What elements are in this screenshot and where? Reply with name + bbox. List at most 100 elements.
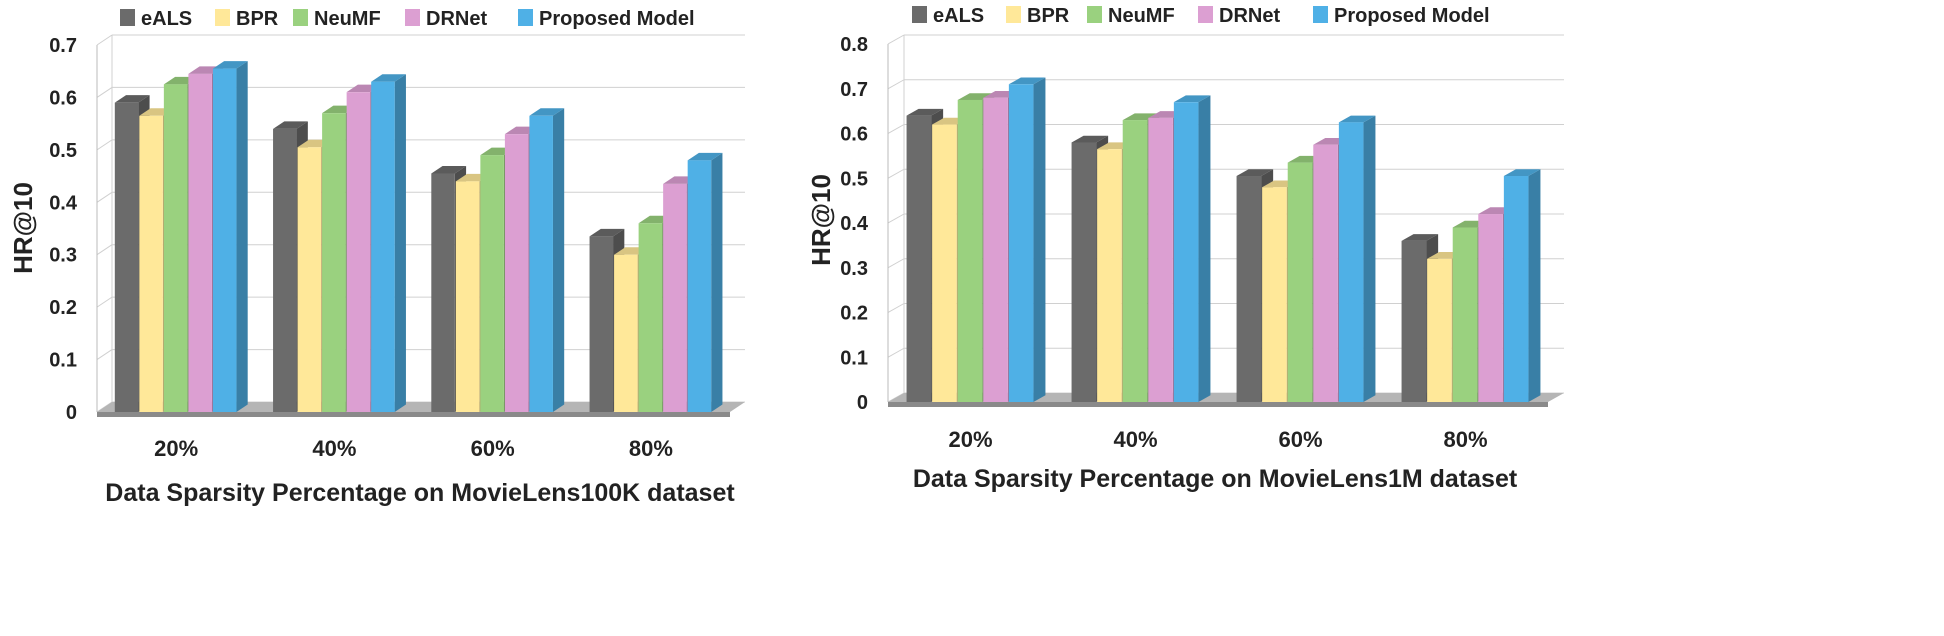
gridline-depth [96, 191, 113, 203]
gridline-depth [887, 34, 905, 45]
bar-front [1401, 240, 1427, 402]
bar-front [663, 183, 687, 412]
bar-top [1071, 135, 1109, 143]
legend-swatch [1087, 6, 1102, 23]
chart-floor [97, 402, 745, 412]
gridline-depth [887, 213, 905, 224]
bar-side [711, 152, 723, 413]
bar-front [480, 155, 504, 412]
legend-item: DRNet [1198, 5, 1280, 27]
bar [1338, 115, 1376, 402]
bar-front [188, 73, 212, 412]
legend-item: DRNet [405, 8, 487, 30]
bar-side [1528, 169, 1541, 402]
gridline-depth [96, 349, 113, 360]
bar-top [1503, 169, 1541, 177]
legend-label: NeuMF [1108, 5, 1175, 27]
bar-side [1033, 77, 1046, 403]
chart-left: 0 0.1 0.2 0.3 0.4 0.5 0.6 0.7 20% 40% 60% 80% HR@10 D… [8, 8, 745, 507]
bar-front [932, 124, 957, 403]
legend-item: NeuMF [1087, 5, 1175, 27]
legend-item: BPR [1006, 5, 1070, 27]
bar-front [273, 128, 297, 412]
bar-top [1008, 77, 1046, 85]
bar-front [906, 115, 932, 402]
bar-top [212, 61, 248, 69]
bar-side [1363, 115, 1376, 402]
y-tick-label: 0.4 [49, 192, 78, 214]
chart-floor [888, 393, 1564, 402]
gridline-depth [887, 258, 905, 269]
bar [1173, 95, 1211, 403]
gridline-depth [96, 87, 113, 98]
y-tick-label: 0.6 [840, 124, 868, 146]
legend-swatch [120, 9, 135, 26]
y-tick-label: 0.4 [840, 213, 869, 235]
bar-front [1262, 187, 1287, 402]
legend-label: Proposed Model [539, 8, 695, 30]
x-tick-label: 60% [1278, 427, 1322, 452]
bar-front [1287, 162, 1313, 402]
y-tick-label: 0.2 [840, 303, 868, 325]
bar-side [236, 61, 248, 412]
y-axis-ticks: 0 0.1 0.2 0.3 0.4 0.5 0.6 0.7 0.8 [840, 34, 869, 414]
bar-front [529, 115, 553, 413]
chart-right: 0 0.1 0.2 0.3 0.4 0.5 0.6 0.7 0.8 20% 40% 60% 80% HR@… [806, 5, 1564, 493]
y-tick-label: 0.6 [49, 87, 77, 109]
bar-front [1097, 149, 1122, 402]
bar-top [529, 108, 565, 116]
bar-front [1338, 122, 1364, 402]
legend-swatch [293, 9, 308, 26]
legend-swatch [912, 6, 927, 23]
legend-swatch [1006, 6, 1021, 23]
bar-front [1071, 142, 1097, 402]
x-tick-label: 20% [948, 427, 992, 452]
legend-label: DRNet [1219, 5, 1280, 27]
bar-side [552, 108, 565, 413]
y-tick-label: 0.2 [49, 297, 77, 319]
bar-front [212, 68, 237, 412]
bar [1503, 169, 1541, 402]
bar [371, 74, 406, 412]
bar-front [322, 113, 346, 413]
bar-front [638, 223, 663, 412]
y-tick-label: 0.3 [840, 258, 868, 280]
bar-front [297, 147, 322, 412]
legend-item: eALS [120, 8, 192, 30]
gridline-depth [96, 34, 113, 46]
gridline-depth [887, 168, 905, 179]
bar-top [906, 108, 944, 116]
legend-swatch [405, 9, 420, 26]
bar-front [139, 115, 163, 413]
bar-front [455, 181, 480, 412]
legend-swatch [518, 9, 533, 26]
bar-top [114, 95, 150, 103]
x-axis-label: Data Sparsity Percentage on MovieLens100… [105, 479, 735, 507]
legend: eALS BPR NeuMF DRNet Proposed Model [912, 5, 1490, 27]
y-tick-label: 0 [857, 392, 868, 414]
bar-top [1173, 95, 1211, 103]
bar [212, 61, 248, 412]
bar-top [273, 121, 308, 129]
y-axis-ticks: 0 0.1 0.2 0.3 0.4 0.5 0.6 0.7 [49, 35, 78, 424]
legend-swatch [1313, 6, 1328, 23]
bar-front [589, 236, 614, 412]
bar-front [1313, 144, 1338, 402]
bar-front [983, 97, 1008, 402]
gridline-depth [887, 303, 905, 313]
bar-side [1198, 95, 1211, 403]
legend-label: DRNet [426, 8, 487, 30]
bar-top [1338, 115, 1376, 123]
legend-item: NeuMF [293, 8, 381, 30]
x-tick-label: 80% [1443, 427, 1487, 452]
x-tick-label: 20% [154, 436, 198, 461]
bar-front [1427, 258, 1452, 402]
legend-item: eALS [912, 5, 984, 27]
x-tick-label: 40% [1113, 427, 1157, 452]
bar-top [371, 74, 406, 82]
gridline-depth [96, 139, 113, 151]
y-axis-label: HR@10 [806, 174, 836, 266]
x-tick-label: 60% [471, 436, 515, 461]
bar-front [957, 99, 983, 402]
